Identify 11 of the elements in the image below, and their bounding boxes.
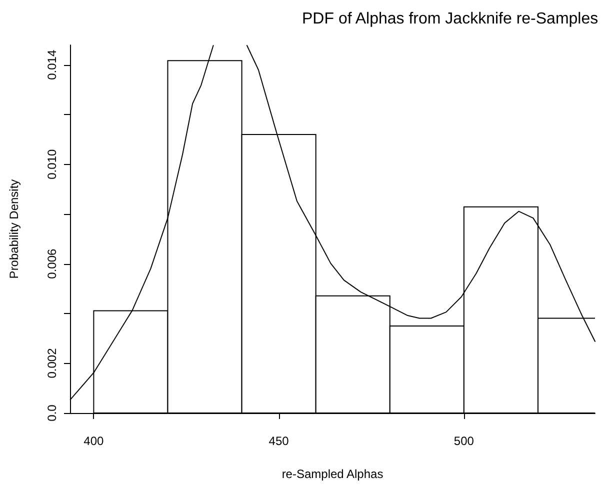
y-axis-title: Probability Density	[7, 179, 21, 279]
y-tick-label: 0.010	[45, 149, 59, 180]
y-tick-label: 0.006	[45, 248, 59, 279]
y-tick-label: 0.0	[45, 404, 59, 422]
y-tick-label: 0.014	[45, 50, 59, 80]
y-tick-label: 0.002	[45, 348, 59, 378]
x-tick-label: 500	[454, 434, 474, 448]
x-tick-label: 450	[268, 434, 290, 448]
chart-title: PDF of Alphas from Jackknife re-Samples	[302, 10, 598, 28]
x-axis-title: re-Sampled Alphas	[282, 467, 384, 481]
x-tick-label: 400	[84, 434, 104, 448]
